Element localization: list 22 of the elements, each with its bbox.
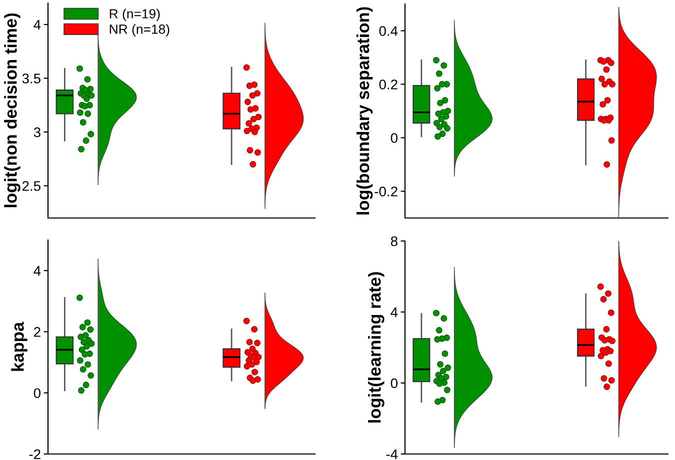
y-tick-label: 4 <box>34 266 41 276</box>
y-tick-label: 0.2 <box>379 80 398 90</box>
y-tick-label: 4 <box>34 20 41 30</box>
y-tick-label: 8 <box>390 236 398 246</box>
y-axis-title: log(boundary separation) <box>356 7 373 214</box>
legend-label: R (n=19) <box>110 8 160 22</box>
y-tick-label: -2 <box>29 449 40 460</box>
y-tick-label: 0 <box>34 388 41 398</box>
y-tick-label: 0.4 <box>379 26 398 36</box>
y-axis-title: kappa <box>11 322 28 371</box>
y-tick-label: 3.5 <box>22 74 40 84</box>
y-tick-label: 2.5 <box>22 181 40 191</box>
legend-label: NR (n=18) <box>110 24 170 36</box>
y-tick-label: 4 <box>390 307 398 318</box>
y-tick-label: 2 <box>34 327 40 337</box>
y-axis-title: logit(learning rate) <box>368 272 384 422</box>
y-tick-label: 0 <box>390 378 398 388</box>
y-tick-label: 3 <box>34 127 40 138</box>
y-tick-label: -4 <box>386 449 398 460</box>
y-axis-title: logit(non decision time) <box>4 13 20 208</box>
y-tick-label: -0.2 <box>374 186 398 196</box>
y-tick-label: 0 <box>390 133 398 143</box>
